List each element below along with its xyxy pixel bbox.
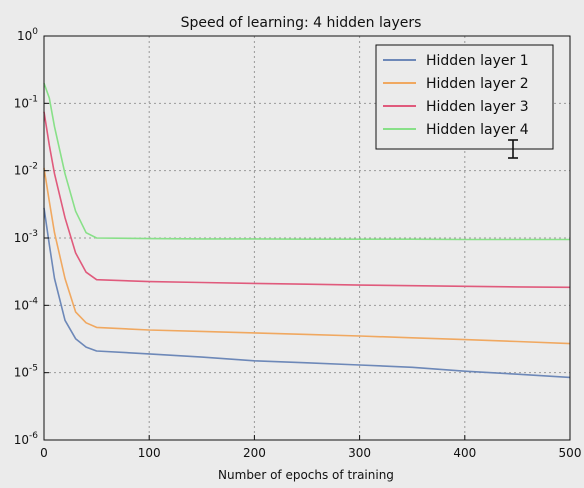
series-line-hidden-layer-4 [43, 82, 570, 241]
legend-box [375, 44, 554, 150]
legend-label: Hidden layer 1 [426, 53, 529, 69]
x-tick-label: 400 [453, 446, 476, 460]
text-cursor-icon [508, 139, 518, 159]
series-line-hidden-layer-3 [43, 111, 571, 289]
x-axis-ticks: 0 100 200 300 400 500 [40, 435, 581, 460]
x-tick-label: 0 [40, 446, 48, 460]
legend-label: Hidden layer 3 [426, 99, 529, 115]
series-line-hidden-layer-2 [43, 167, 571, 345]
x-tick-label: 300 [348, 446, 371, 460]
series-lines [43, 82, 571, 379]
legend: Hidden layer 1 Hidden layer 2 Hidden layer… [375, 44, 554, 150]
legend-label: Hidden layer 2 [426, 76, 529, 92]
series-line-hidden-layer-1 [43, 207, 571, 379]
chart-title: Speed of learning: 4 hidden layers [181, 15, 422, 31]
x-tick-label: 100 [138, 446, 161, 460]
legend-label: Hidden layer 4 [426, 122, 529, 138]
x-tick-label: 200 [243, 446, 266, 460]
x-axis-label: Number of epochs of training [218, 468, 394, 482]
x-tick-label: 500 [559, 446, 582, 460]
